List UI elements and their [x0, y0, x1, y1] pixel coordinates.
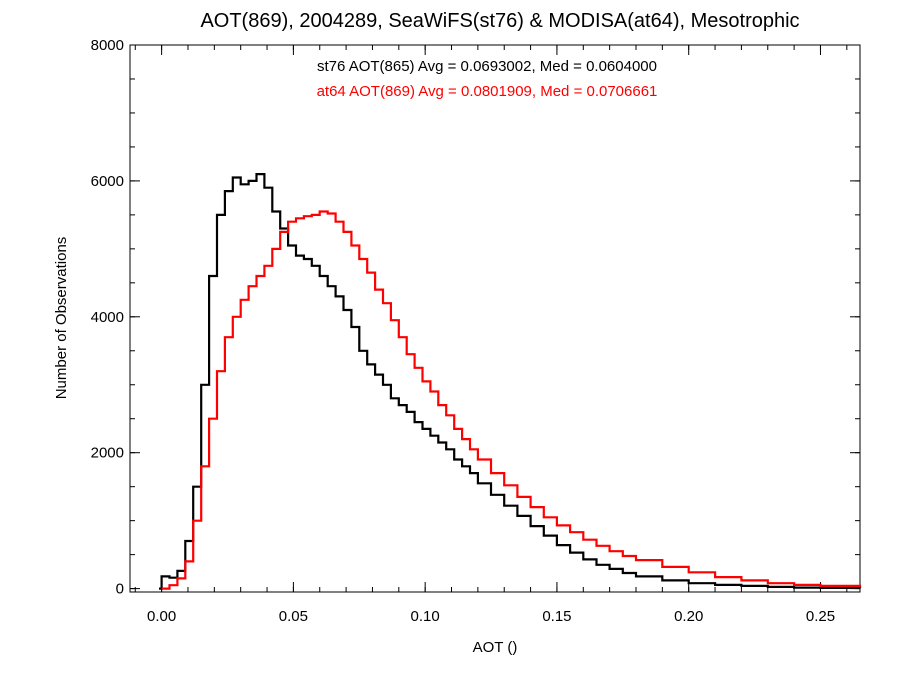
x-tick-label: 0.15 — [542, 608, 571, 625]
x-tick-label: 0.20 — [674, 608, 703, 625]
x-tick-label: 0.25 — [806, 608, 835, 625]
x-axis: 0.00 0.05 0.10 0.15 0.20 0.25 — [134, 45, 848, 625]
x-tick-label: 0.10 — [411, 608, 440, 625]
series-layer — [159, 173, 862, 590]
y-tick-label: 6000 — [91, 173, 124, 190]
y-axis: 0 2000 4000 6000 8000 — [91, 37, 860, 598]
legend: st76 AOT(865) Avg = 0.0693002, Med = 0.0… — [317, 58, 658, 100]
chart-title: AOT(869), 2004289, SeaWiFS(st76) & MODIS… — [200, 10, 799, 32]
series-st76-line — [159, 173, 862, 590]
y-tick-label: 2000 — [91, 445, 124, 462]
x-tick-label: 0.00 — [147, 608, 176, 625]
x-axis-label: AOT () — [473, 639, 518, 656]
legend-entry-st76: st76 AOT(865) Avg = 0.0693002, Med = 0.0… — [317, 58, 657, 75]
series-at64-line — [161, 210, 862, 590]
y-tick-label: 0 — [116, 581, 124, 598]
y-axis-label: Number of Observations — [53, 237, 70, 400]
legend-entry-at64: at64 AOT(869) Avg = 0.0801909, Med = 0.0… — [317, 83, 658, 100]
y-tick-label: 8000 — [91, 37, 124, 54]
x-tick-label: 0.05 — [279, 608, 308, 625]
y-tick-label: 4000 — [91, 309, 124, 326]
plot-frame — [129, 44, 861, 593]
